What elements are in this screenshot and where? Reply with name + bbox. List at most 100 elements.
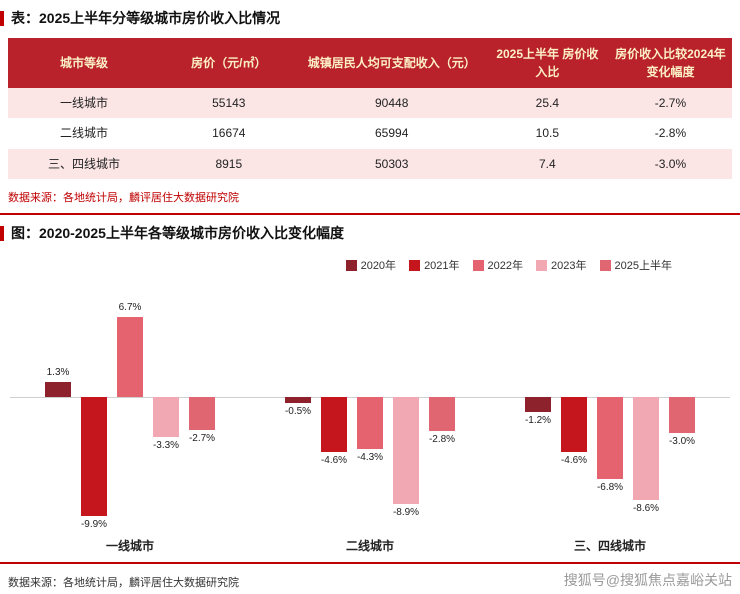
table-cell: 55143	[212, 96, 246, 110]
bar-2023年-三、四线城市	[633, 397, 659, 501]
table-header: 城市等级 房价（元/㎡） 城镇居民人均可支配收入（元） 2025上半年 房价收入比 房价…	[8, 38, 732, 88]
bar-value-label: 6.7%	[118, 301, 142, 313]
bar-group-2: -0.5% -4.6% -4.3% -8.9% -2.8%	[282, 277, 458, 537]
table-body: 一线城市 55143 90448 25.4 -2.7% 二线城市 16674 65994 10.…	[8, 88, 732, 180]
legend-item: 2020年	[345, 257, 396, 273]
table-header-row: 城市等级 房价（元/㎡） 城镇居民人均可支配收入（元） 2025上半年 房价收入比 房价…	[8, 38, 732, 88]
bar-slot: -8.6%	[633, 277, 659, 537]
bar-chart: 2020年 2021年 2022年 2023年 2025上半年 1.3% -9.9% 6.7…	[0, 257, 740, 554]
table-row: 三、四线城市 8915 50303 7.4 -3.0%	[8, 148, 732, 180]
bar-slot: -3.3%	[153, 277, 179, 537]
section-divider-bottom	[0, 562, 740, 565]
legend-label: 2025上半年	[614, 260, 672, 273]
bar-slot: -3.0%	[669, 277, 695, 537]
bar-slot: -2.7%	[189, 277, 215, 537]
table-cell: 二线城市	[60, 126, 109, 141]
bar-slot: -6.8%	[597, 277, 623, 537]
bar-2022年-三、四线城市	[597, 397, 623, 479]
column-header: 城镇居民人均可支配收入（元）	[297, 38, 486, 88]
table-cell: 7.4	[539, 156, 556, 171]
table-cell: -2.7%	[654, 96, 687, 110]
bar-value-label: -4.3%	[356, 451, 384, 463]
legend-label: 2023年	[551, 260, 587, 273]
column-header: 房价收入比较2024年 变化幅度	[608, 38, 732, 88]
bar-slot: 6.7%	[117, 277, 143, 537]
page-footer: 数据来源：各地统计局，麟评居住大数据研究院 搜狐号@搜狐焦点嘉峪关站	[0, 570, 740, 590]
bar-value-label: -2.7%	[188, 432, 216, 444]
table-cell: 25.4	[535, 96, 560, 110]
chart-x-axis: 一线城市 二线城市 三、四线城市	[10, 537, 730, 554]
chart-plot-area: 1.3% -9.9% 6.7% -3.3% -2.7% -0.5% -4.6% -4.3% -8…	[10, 277, 730, 537]
bar-group-1: 1.3% -9.9% 6.7% -3.3% -2.7%	[42, 277, 218, 537]
legend-swatch-icon	[472, 259, 484, 271]
table-section-title: 表：2025上半年分等级城市房价收入比情况	[0, 8, 740, 28]
bar-2023年-一线城市	[153, 397, 179, 437]
bar-slot: -2.8%	[429, 277, 455, 537]
table-cell: -2.8%	[654, 126, 687, 141]
column-header: 城市等级	[8, 38, 161, 88]
column-header: 2025上半年 房价收入比	[485, 38, 609, 88]
chart-legend: 2020年 2021年 2022年 2023年 2025上半年	[0, 257, 672, 273]
bar-slot: -4.6%	[561, 277, 587, 537]
bar-2025上半年-二线城市	[429, 397, 455, 431]
table-cell: -3.0%	[654, 156, 687, 171]
legend-label: 2022年	[487, 260, 524, 273]
bar-slot: -4.3%	[357, 277, 383, 537]
legend-swatch-icon	[345, 259, 357, 271]
bar-2021年-一线城市	[81, 397, 107, 516]
bar-value-label: -3.0%	[668, 436, 696, 448]
category-label: 三、四线城市	[573, 539, 646, 554]
bar-slot: -9.9%	[81, 277, 107, 537]
legend-swatch-icon	[599, 259, 611, 271]
bar-group-3: -1.2% -4.6% -6.8% -8.6% -3.0%	[522, 277, 698, 537]
bar-value-label: -8.6%	[632, 503, 660, 515]
bar-value-label: -6.8%	[596, 481, 624, 493]
bar-2020年-三、四线城市	[525, 397, 551, 412]
table-cell: 90448	[375, 96, 409, 110]
chart-source-note: 数据来源：各地统计局，麟评居住大数据研究院	[8, 577, 239, 590]
table-cell: 三、四线城市	[48, 156, 121, 171]
category-label: 一线城市	[105, 539, 154, 554]
legend-swatch-icon	[536, 259, 548, 271]
table-cell: 16674	[212, 126, 246, 141]
table-cell: 50303	[375, 156, 409, 171]
title-accent-bar	[0, 225, 4, 241]
bar-2022年-二线城市	[357, 397, 383, 449]
price-income-table: 城市等级 房价（元/㎡） 城镇居民人均可支配收入（元） 2025上半年 房价收入比 房价…	[8, 38, 732, 180]
bar-2025上半年-一线城市	[189, 397, 215, 430]
legend-item: 2022年	[472, 257, 524, 273]
column-header: 房价（元/㎡）	[160, 38, 298, 88]
bar-slot: -8.9%	[393, 277, 419, 537]
table-cell: 一线城市	[60, 96, 109, 110]
title-accent-bar	[0, 10, 4, 26]
legend-item: 2021年	[409, 257, 460, 273]
bar-value-label: -4.6%	[560, 455, 588, 467]
table-title-text: 表：2025上半年分等级城市房价收入比情况	[11, 10, 281, 26]
bar-2020年-一线城市	[45, 381, 71, 398]
legend-item: 2023年	[536, 257, 587, 273]
bar-value-label: -8.9%	[392, 506, 420, 518]
bar-value-label: 1.3%	[46, 366, 70, 378]
table-cell: 8915	[215, 156, 243, 171]
legend-swatch-icon	[409, 259, 421, 271]
table-row: 二线城市 16674 65994 10.5 -2.8%	[8, 118, 732, 149]
bar-value-label: -2.8%	[428, 433, 456, 445]
chart-title-text: 图：2020-2025上半年各等级城市房价收入比变化幅度	[11, 225, 344, 242]
category-label: 二线城市	[345, 539, 394, 554]
chart-section-title: 图：2020-2025上半年各等级城市房价收入比变化幅度	[0, 223, 740, 243]
bar-value-label: -4.6%	[320, 455, 348, 467]
table-row: 一线城市 55143 90448 25.4 -2.7%	[8, 88, 732, 119]
bar-2022年-一线城市	[117, 316, 143, 398]
table-cell: 65994	[375, 126, 409, 141]
bar-value-label: -9.9%	[80, 518, 108, 530]
bar-slot: -1.2%	[525, 277, 551, 537]
bar-value-label: -1.2%	[524, 414, 552, 426]
bar-slot: 1.3%	[45, 277, 71, 537]
bar-slot: -0.5%	[285, 277, 311, 537]
table-source-note: 数据来源：各地统计局，麟评居住大数据研究院	[8, 192, 239, 205]
bar-2023年-二线城市	[393, 397, 419, 504]
bar-value-label: -0.5%	[284, 406, 312, 418]
report-page: 表：2025上半年分等级城市房价收入比情况 城市等级 房价（元/㎡） 城镇居民人均可…	[0, 8, 740, 594]
bar-2025上半年-三、四线城市	[669, 397, 695, 434]
legend-label: 2021年	[424, 260, 460, 273]
